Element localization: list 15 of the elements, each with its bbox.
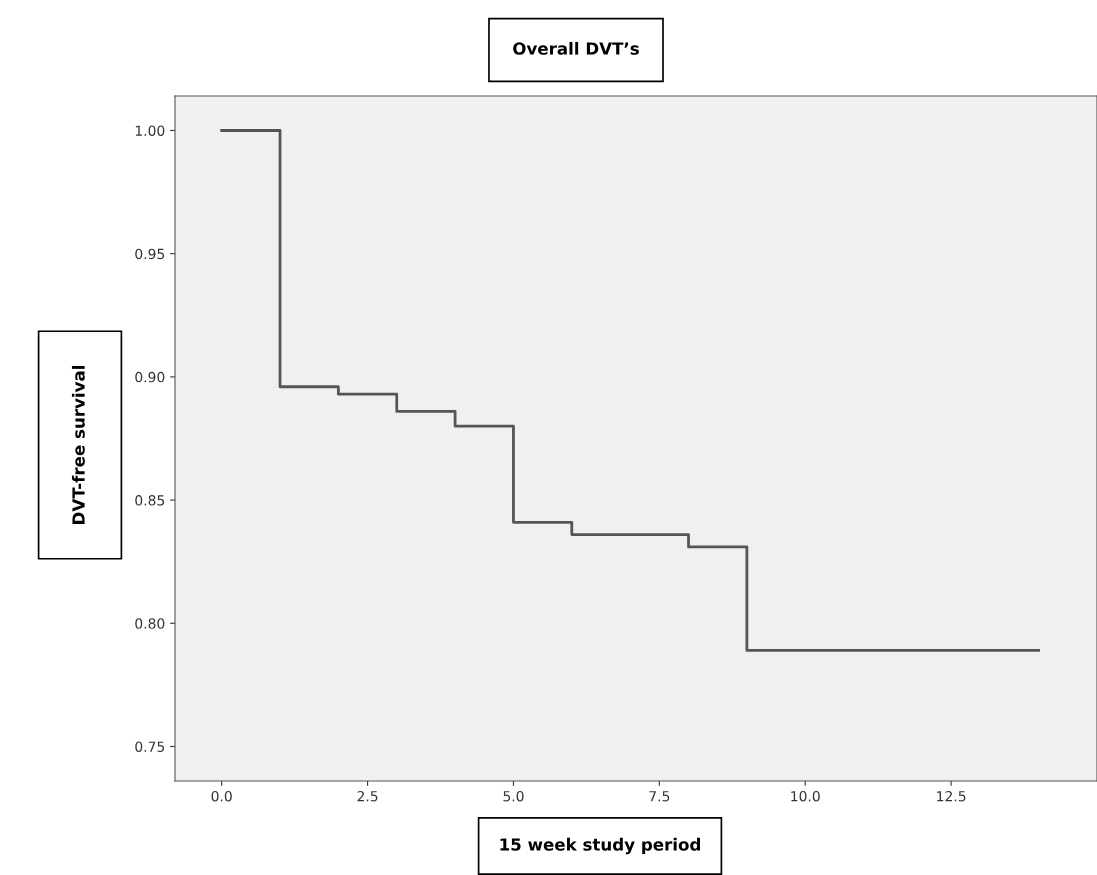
- x-tick-label: 2.5: [357, 790, 378, 802]
- x-axis-title: 15 week study period: [500, 837, 700, 855]
- x-tick-label: 5.0: [503, 790, 524, 802]
- y-tick-label: 0.85: [135, 495, 165, 506]
- chart-title: Overall DVT’s: [513, 41, 639, 55]
- y-tick-label: 1.00: [135, 125, 165, 136]
- y-axis-title: DVT-free survival: [71, 365, 85, 524]
- y-tick-label: 0.75: [135, 741, 165, 752]
- y-tick-label: 0.95: [135, 248, 165, 260]
- x-tick-label: 0.0: [211, 790, 232, 802]
- x-tick-label: 10.0: [791, 790, 820, 802]
- y-tick-label: 0.80: [135, 618, 165, 629]
- x-tick-label: 7.5: [649, 791, 670, 802]
- x-tick-label: 12.5: [937, 790, 966, 802]
- y-tick-label: 0.90: [135, 371, 165, 383]
